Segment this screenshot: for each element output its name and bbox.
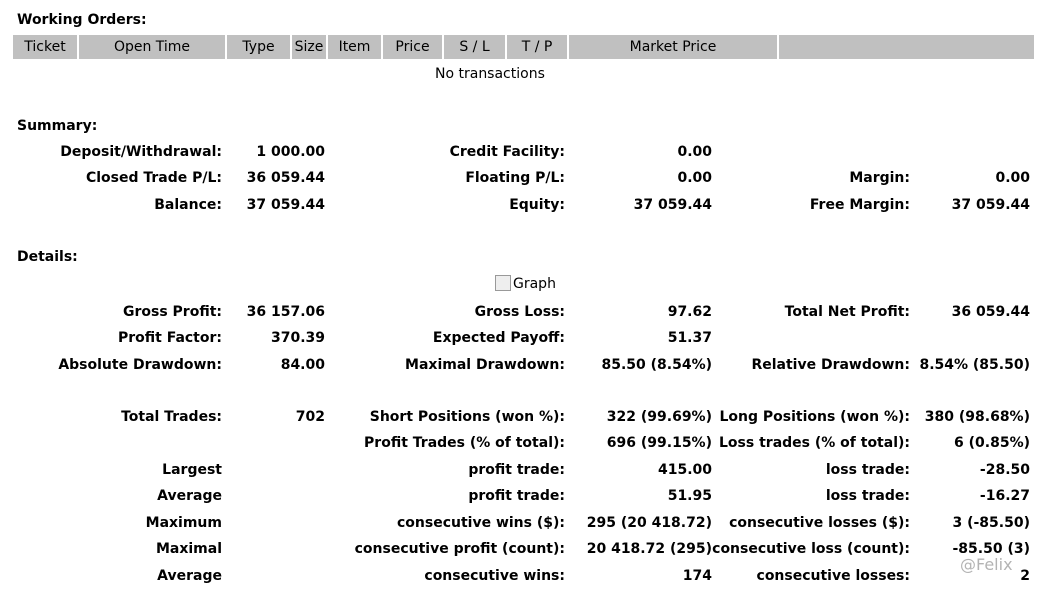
field-value: 322 (99.69%) [606, 409, 712, 425]
field-label: Total Trades: [121, 409, 222, 425]
field-label: loss trade: [825, 462, 910, 478]
field-value: 8.54% (85.50) [919, 357, 1030, 373]
field-label: Largest [162, 462, 222, 478]
field-value: 0.00 [677, 170, 712, 186]
field-label: consecutive wins: [424, 568, 565, 584]
field-value: -16.27 [979, 488, 1030, 504]
field-value: 696 (99.15%) [606, 435, 712, 451]
field-value: 0.00 [995, 170, 1030, 186]
field-value: 37 059.44 [246, 197, 325, 213]
field-value: 174 [682, 568, 712, 584]
field-value: 37 059.44 [633, 197, 712, 213]
field-value: 415.00 [657, 462, 712, 478]
field-label: Gross Profit: [122, 304, 222, 320]
field-label: Gross Loss: [474, 304, 565, 320]
field-label: loss trade: [825, 488, 910, 504]
field-value: 36 059.44 [246, 170, 325, 186]
column-header-blank [779, 35, 1034, 59]
field-value: 380 (98.68%) [924, 409, 1030, 425]
field-label: profit trade: [468, 488, 565, 504]
column-header: Type [227, 35, 292, 59]
field-label: Credit Facility: [449, 144, 565, 160]
field-value: 2 [1020, 568, 1030, 584]
field-label: Average [157, 488, 222, 504]
field-value: 702 [295, 409, 325, 425]
graph-alt-text: Graph [513, 276, 556, 292]
empty-message: No transactions [435, 66, 545, 82]
field-value: 6 (0.85%) [954, 435, 1030, 451]
field-value: 20 418.72 (295) [586, 541, 712, 557]
section-title: Working Orders: [17, 12, 147, 28]
field-value: 84.00 [280, 357, 325, 373]
field-label: consecutive loss (count): [712, 541, 910, 557]
field-value: 51.37 [667, 330, 712, 346]
field-label: Loss trades (% of total): [719, 435, 910, 451]
field-value: 51.95 [667, 488, 712, 504]
field-label: Maximal [155, 541, 222, 557]
field-label: Long Positions (won %): [719, 409, 910, 425]
column-header: Size [292, 35, 328, 59]
field-label: Total Net Profit: [784, 304, 910, 320]
field-label: Average [157, 568, 222, 584]
field-label: Absolute Drawdown: [58, 357, 222, 373]
field-label: Margin: [849, 170, 910, 186]
field-label: Deposit/Withdrawal: [60, 144, 222, 160]
column-header: Price [383, 35, 444, 59]
field-label: Equity: [509, 197, 565, 213]
field-value: 0.00 [677, 144, 712, 160]
column-header: Market Price [569, 35, 779, 59]
field-label: consecutive wins ($): [396, 515, 565, 531]
field-label: Maximal Drawdown: [405, 357, 565, 373]
section-title: Summary: [17, 118, 98, 134]
field-label: consecutive losses: [756, 568, 910, 584]
column-header: S / L [444, 35, 507, 59]
column-header: T / P [507, 35, 569, 59]
section-title: Details: [17, 249, 78, 265]
field-value: 36 157.06 [246, 304, 325, 320]
field-label: Short Positions (won %): [369, 409, 565, 425]
field-label: consecutive profit (count): [354, 541, 565, 557]
field-value: -28.50 [979, 462, 1030, 478]
field-label: Maximum [145, 515, 222, 531]
column-header: Ticket [13, 35, 79, 59]
field-label: Relative Drawdown: [751, 357, 910, 373]
field-label: Profit Factor: [117, 330, 222, 346]
field-value: 85.50 (8.54%) [601, 357, 712, 373]
field-label: Free Margin: [809, 197, 910, 213]
watermark: @Felix [960, 555, 1013, 574]
field-value: 295 (20 418.72) [586, 515, 712, 531]
field-value: 36 059.44 [951, 304, 1030, 320]
broken-image-icon [495, 275, 511, 291]
field-label: Balance: [154, 197, 222, 213]
field-value: 37 059.44 [951, 197, 1030, 213]
field-value: 97.62 [667, 304, 712, 320]
field-label: Expected Payoff: [432, 330, 565, 346]
field-label: Floating P/L: [465, 170, 565, 186]
field-value: -85.50 (3) [952, 541, 1030, 557]
field-label: Profit Trades (% of total): [364, 435, 565, 451]
field-label: Closed Trade P/L: [85, 170, 222, 186]
field-value: 3 (-85.50) [952, 515, 1030, 531]
field-label: profit trade: [468, 462, 565, 478]
field-value: 1 000.00 [256, 144, 325, 160]
column-header: Open Time [79, 35, 227, 59]
column-header: Item [328, 35, 383, 59]
field-value: 370.39 [270, 330, 325, 346]
field-label: consecutive losses ($): [729, 515, 910, 531]
